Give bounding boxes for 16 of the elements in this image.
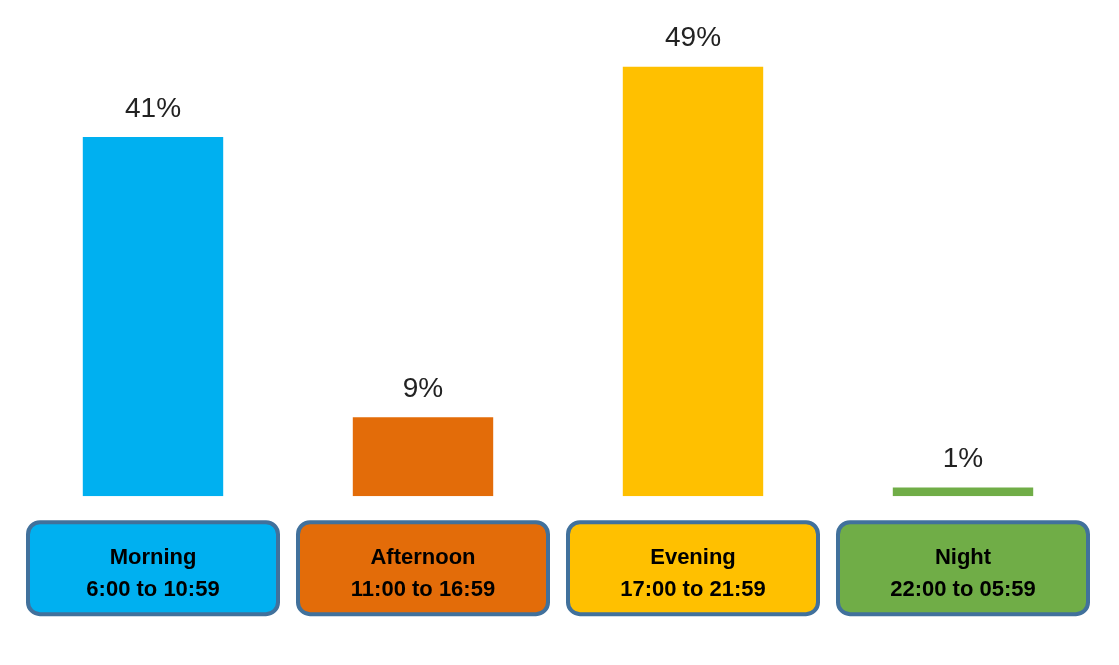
data-label: 1% [942, 442, 984, 474]
category-label: 11:00 to 16:59 [350, 576, 496, 602]
data-label: 9% [402, 372, 444, 404]
category-label: 17:00 to 21:59 [620, 576, 766, 602]
bar [352, 417, 494, 497]
category-label: 22:00 to 05:59 [890, 576, 1036, 602]
bar [622, 66, 764, 497]
category-label: Morning [109, 544, 197, 570]
bar [82, 136, 224, 497]
category-label: Night [934, 544, 992, 570]
category-label: 6:00 to 10:59 [86, 576, 220, 602]
category-label: Evening [650, 544, 736, 570]
data-label: 49% [664, 21, 722, 53]
data-label: 41% [124, 91, 182, 123]
bar [892, 487, 1034, 497]
category-label: Afternoon [370, 544, 476, 570]
